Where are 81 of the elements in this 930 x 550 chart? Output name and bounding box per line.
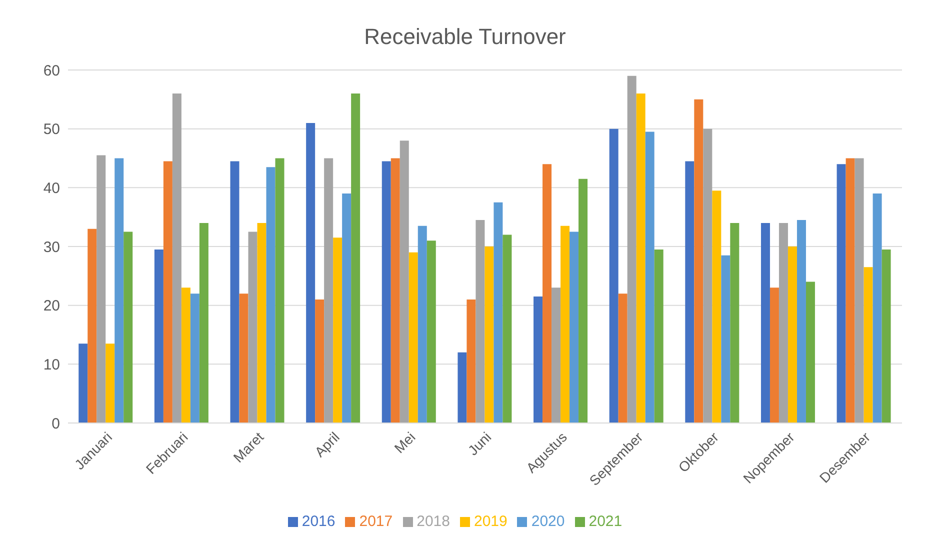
bar	[872, 194, 882, 423]
bar	[106, 344, 115, 423]
bar	[458, 352, 467, 423]
bar	[342, 194, 352, 423]
bar	[846, 158, 855, 423]
bar	[181, 288, 190, 423]
chart-title: Receivable Turnover	[363, 23, 567, 51]
bar	[770, 288, 779, 423]
legend-label: 2016	[302, 513, 336, 530]
y-tick-label: 50	[43, 121, 60, 138]
bar	[315, 299, 324, 423]
y-tick-label: 40	[43, 180, 60, 197]
bar	[760, 222, 770, 423]
bar	[333, 238, 342, 423]
bar	[239, 294, 248, 423]
bar	[408, 252, 418, 423]
bar	[645, 132, 654, 423]
bar	[806, 282, 815, 423]
legend-label: 2019	[474, 513, 508, 530]
bar	[351, 94, 360, 423]
bar	[124, 232, 133, 423]
bar	[230, 161, 240, 423]
bar	[275, 158, 284, 423]
bar	[694, 99, 704, 423]
bar	[96, 155, 106, 423]
bar	[685, 161, 694, 423]
bar	[484, 246, 494, 423]
y-tick-label: 10	[43, 356, 60, 374]
legend-label: 2018	[416, 513, 450, 530]
y-tick-label: 60	[43, 62, 60, 80]
bar	[266, 167, 276, 423]
bar	[609, 128, 618, 423]
bar	[163, 161, 172, 423]
bar	[534, 296, 543, 423]
bar	[788, 246, 797, 423]
bar	[560, 226, 570, 423]
y-tick-label: 20	[43, 298, 60, 315]
bar	[418, 226, 427, 423]
bar	[618, 294, 628, 423]
bar	[882, 249, 891, 423]
bar	[466, 299, 476, 423]
bar	[324, 158, 334, 423]
bar	[88, 228, 97, 423]
bar	[382, 161, 391, 423]
bar	[400, 140, 409, 423]
bar	[114, 158, 124, 423]
x-tick-label: Mei	[391, 428, 418, 456]
bar	[578, 178, 588, 423]
bar	[778, 222, 788, 423]
bar	[570, 232, 579, 423]
bar	[476, 220, 485, 423]
bar	[426, 240, 436, 423]
bar	[154, 249, 164, 423]
legend-label: 2017	[359, 513, 393, 530]
bar	[199, 222, 208, 423]
bar	[390, 158, 400, 423]
bar	[703, 128, 712, 423]
y-tick-label: 30	[43, 238, 60, 256]
bar	[172, 94, 182, 423]
bar	[494, 202, 503, 423]
legend-label: 2021	[588, 513, 622, 530]
bar	[636, 94, 646, 423]
bar	[190, 294, 200, 423]
bar	[248, 232, 258, 423]
bar	[502, 234, 512, 423]
bar	[712, 190, 722, 423]
bar	[721, 255, 730, 423]
bar	[78, 344, 88, 423]
bar	[796, 220, 806, 423]
bar	[654, 249, 664, 423]
bar	[864, 267, 873, 423]
bar	[306, 122, 316, 423]
bar	[627, 76, 636, 423]
bar	[730, 222, 740, 423]
bar	[836, 164, 846, 423]
legend-label: 2020	[531, 513, 565, 530]
bar	[854, 158, 864, 423]
bar	[257, 222, 266, 423]
bar	[542, 164, 552, 423]
bar	[552, 288, 561, 423]
y-tick-label: 0	[52, 415, 60, 432]
